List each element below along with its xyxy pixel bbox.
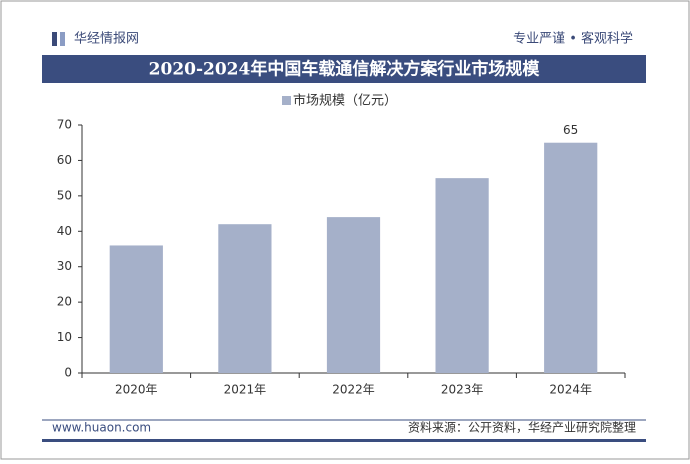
legend-swatch [282, 96, 291, 105]
bar [544, 142, 598, 373]
chart-title: 2020-2024年中国车载通信解决方案行业市场规模 [149, 59, 541, 80]
y-tick-label: 30 [57, 259, 72, 273]
legend-label: 市场规模（亿元） [293, 93, 397, 109]
x-tick-label: 2021年 [224, 383, 267, 397]
y-tick-label: 40 [57, 224, 72, 238]
data-label: 65 [563, 123, 578, 137]
website: www.huaon.com [52, 421, 151, 435]
x-tick-label: 2020年 [115, 383, 158, 397]
y-tick-label: 50 [57, 188, 72, 202]
x-tick-label: 2024年 [549, 383, 592, 397]
y-tick-label: 10 [57, 330, 72, 344]
footer-bar [42, 439, 646, 442]
bar [326, 217, 381, 373]
brand: 华经情报网 [74, 32, 139, 47]
y-tick-label: 0 [64, 366, 72, 380]
title-bar [42, 55, 646, 83]
y-tick-label: 20 [57, 295, 72, 309]
y-tick-label: 60 [57, 153, 72, 167]
slogan: 专业严谨 • 客观科学 [513, 31, 633, 47]
logo [60, 32, 65, 46]
logo [52, 32, 57, 46]
bar [109, 245, 163, 373]
x-tick-label: 2022年 [332, 383, 375, 397]
x-tick-label: 2023年 [441, 383, 484, 397]
bar [435, 178, 489, 373]
y-tick-label: 70 [57, 118, 72, 132]
source: 资料来源：公开资料，华经产业研究院整理 [408, 420, 636, 435]
bar [218, 224, 272, 373]
